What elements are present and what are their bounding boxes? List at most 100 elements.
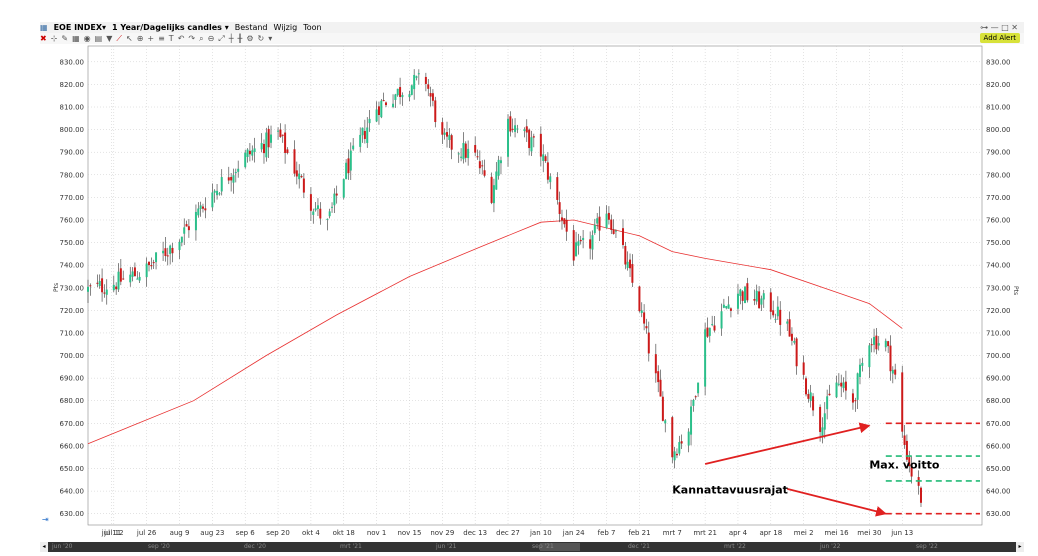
- close-chart-icon[interactable]: ✖: [40, 34, 47, 43]
- undo-icon[interactable]: ↶: [177, 34, 185, 43]
- candle-body: [621, 228, 624, 245]
- scrollbar-label: mrt '22: [724, 543, 746, 550]
- candle-body: [185, 224, 188, 227]
- candle-body: [101, 278, 104, 293]
- x-tick-label: okt 4: [302, 529, 320, 537]
- y-tick-label: 690.00: [60, 375, 85, 383]
- candle-body: [523, 129, 526, 131]
- eye-icon[interactable]: ◉: [83, 34, 91, 43]
- candle-body: [359, 134, 362, 147]
- candle-body: [248, 150, 251, 155]
- bars-icon[interactable]: ╫: [237, 34, 243, 43]
- plus-icon[interactable]: +: [147, 34, 155, 43]
- candle-body: [483, 170, 486, 176]
- grid-icon[interactable]: ▦: [72, 34, 80, 43]
- scrollbar-label: jun '22: [820, 543, 841, 550]
- candle-icon[interactable]: ┼: [228, 34, 234, 43]
- close-icon[interactable]: ✕: [1011, 23, 1018, 32]
- window-controls[interactable]: ⊶ — □ ✕: [980, 22, 1018, 33]
- x-tick-label: jul 12: [103, 529, 123, 537]
- candle-body: [802, 362, 805, 375]
- scroll-thumb[interactable]: [540, 543, 580, 551]
- menu-bestand[interactable]: Bestand: [234, 23, 268, 32]
- candle-body: [98, 280, 101, 287]
- scrollbar-label: sep '21: [532, 543, 554, 550]
- zoom-out-icon[interactable]: ⊖: [207, 34, 215, 43]
- candle-body: [136, 278, 139, 280]
- candle-body: [117, 271, 120, 290]
- x-tick-label: nov 1: [367, 529, 387, 537]
- pencil-icon[interactable]: ✎: [61, 34, 69, 43]
- annotation-label: Max. voitto: [869, 459, 939, 472]
- y-tick-label: 770.00: [986, 194, 1011, 202]
- candle-body: [776, 306, 779, 317]
- candle-body: [729, 308, 732, 311]
- candle-body: [103, 292, 106, 294]
- candle-body: [443, 132, 446, 135]
- link-icon[interactable]: ⊶: [980, 23, 989, 32]
- scrollbar-label: sep '20: [148, 543, 170, 550]
- cursor-icon[interactable]: ↖: [125, 34, 133, 43]
- y-tick-label: 670.00: [986, 420, 1011, 428]
- candle-body: [218, 193, 221, 195]
- maximize-icon[interactable]: □: [1001, 23, 1009, 32]
- menu-wijzig[interactable]: Wijzig: [273, 23, 298, 32]
- time-scrollbar[interactable]: ◂ ▸ jun '20 sep '20 dec '20 mrt '21 jun '21 s…: [40, 542, 1024, 552]
- candle-body: [528, 129, 531, 149]
- instrument-selector[interactable]: EOE INDEX▾: [53, 23, 107, 32]
- fib-icon[interactable]: ≡: [158, 34, 165, 43]
- y-tick-label: 650.00: [60, 465, 85, 473]
- candle-body: [659, 379, 662, 397]
- candle-body: [875, 335, 878, 350]
- crosshair-icon[interactable]: ⊹: [50, 34, 58, 43]
- candle-body: [333, 193, 336, 206]
- side-expand-icon[interactable]: ⇥: [42, 515, 49, 524]
- candle-body: [434, 100, 437, 123]
- refresh-icon[interactable]: ↻: [257, 34, 265, 43]
- x-axis: jul 12 jul 26 aug 9 aug 23 sep 6 sep 20 okt 4 o…: [101, 529, 913, 537]
- candle-body: [819, 406, 822, 432]
- y-axis-unit-left: Pts: [53, 283, 60, 292]
- candle-body: [284, 132, 287, 153]
- y-tick-label: 660.00: [986, 442, 1011, 450]
- candle-body: [105, 289, 108, 295]
- scroll-right-icon[interactable]: ▸: [1016, 542, 1024, 552]
- x-tick-label: mrt 21: [693, 529, 717, 537]
- candle-body: [725, 306, 728, 309]
- add-alert-button[interactable]: Add Alert: [979, 33, 1020, 43]
- candle-body: [605, 213, 608, 229]
- y-tick-label: 820.00: [60, 81, 85, 89]
- candle-body: [626, 261, 629, 268]
- settings-icon[interactable]: ⚙: [246, 34, 254, 43]
- candle-body: [326, 218, 329, 220]
- candle-body: [270, 134, 273, 143]
- candle-body: [908, 457, 911, 466]
- magnify-icon[interactable]: ⌕: [199, 34, 204, 43]
- filter-icon[interactable]: ▼: [106, 34, 113, 43]
- menu-toon[interactable]: Toon: [303, 23, 322, 32]
- fit-icon[interactable]: ⤢: [218, 34, 225, 43]
- x-tick-label: sep 6: [236, 529, 256, 537]
- candle-body: [690, 406, 693, 435]
- level-lines: [885, 422, 980, 515]
- more-icon[interactable]: ▾: [268, 34, 273, 43]
- zoom-in-icon[interactable]: ⊕: [136, 34, 144, 43]
- candle-body: [89, 285, 92, 287]
- redo-icon[interactable]: ↷: [188, 34, 196, 43]
- candle-body: [692, 399, 695, 406]
- scroll-left-icon[interactable]: ◂: [40, 542, 48, 552]
- candle-body: [464, 143, 467, 158]
- text-icon[interactable]: T: [168, 34, 174, 43]
- y-tick-label: 740.00: [986, 262, 1011, 270]
- minimize-icon[interactable]: —: [990, 23, 999, 32]
- table-icon[interactable]: ▤: [94, 34, 103, 43]
- candle-body: [769, 292, 772, 312]
- y-tick-label: 780.00: [986, 171, 1011, 179]
- candle-body: [415, 76, 418, 78]
- period-selector[interactable]: 1 Year/Dagelijks candles ▾: [112, 23, 229, 32]
- candle-body: [467, 148, 470, 159]
- scrollbar-label: jun '21: [436, 543, 457, 550]
- chart-icon[interactable]: ▦: [40, 23, 48, 32]
- candle-body: [312, 211, 315, 215]
- line-tool-icon[interactable]: ⟋: [116, 34, 122, 43]
